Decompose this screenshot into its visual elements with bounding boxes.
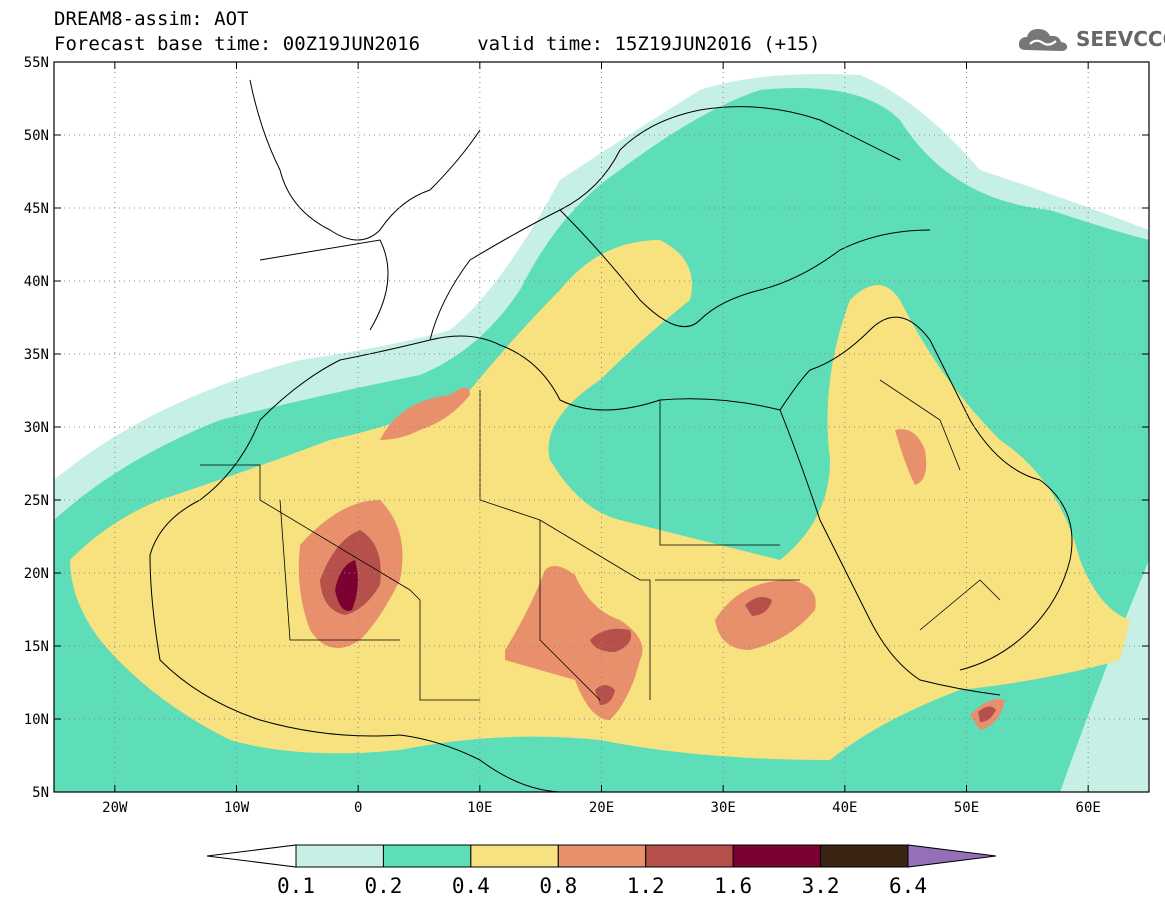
- colorbar-bin: [732, 844, 822, 868]
- lat-label: 40N: [24, 274, 49, 290]
- lat-label: 10N: [24, 712, 49, 728]
- aot-1.6-region: [335, 560, 358, 611]
- colorbar-bin: [820, 844, 909, 868]
- colorbar-label: 3.2: [802, 874, 840, 898]
- forecast-time-line: Forecast base time: 00Z19JUN2016 valid t…: [54, 33, 821, 55]
- lat-label: 5N: [32, 785, 49, 801]
- lat-label: 30N: [24, 420, 49, 436]
- lon-label: 10W: [224, 800, 250, 816]
- lat-label: 35N: [24, 347, 49, 363]
- aot-0.8-region-central: [505, 566, 643, 720]
- lon-label: 0: [354, 800, 362, 816]
- lon-label: 60E: [1076, 800, 1101, 816]
- colorbar-label: 6.4: [889, 874, 927, 898]
- dust-field: [54, 62, 1149, 792]
- colorbar-bin: [645, 844, 734, 868]
- lat-label: 45N: [24, 201, 49, 217]
- colorbar-label: 0.1: [277, 874, 315, 898]
- colorbar-bin: [470, 844, 559, 868]
- colorbar-bin: [382, 844, 472, 868]
- colorbar-label: 1.6: [714, 874, 752, 898]
- lon-label: 50E: [954, 800, 979, 816]
- lon-label: 30E: [711, 800, 736, 816]
- colorbar: 0.1 0.2 0.4 0.8 1.2 1.6 3.2 6.4: [206, 844, 997, 898]
- lon-label: 10E: [467, 800, 492, 816]
- seevccc-logo: SEEVCCC: [1016, 24, 1165, 54]
- lat-label: 20N: [24, 566, 49, 582]
- latitude-axis: 55N 50N 45N 40N 35N 30N 25N 20N 15N 10N 5N: [24, 55, 1149, 801]
- aot-0.8-region-east: [715, 580, 816, 650]
- aot-1.2-region-sudan: [745, 596, 772, 616]
- longitude-axis: 20W 10W 0 10E 20E 30E 40E 50E 60E: [102, 62, 1101, 816]
- graticule: [54, 62, 1149, 792]
- lon-label: 40E: [832, 800, 857, 816]
- colorbar-label: 1.2: [627, 874, 665, 898]
- lat-label: 15N: [24, 639, 49, 655]
- colorbar-bin: [557, 844, 647, 868]
- lon-label: 20E: [589, 800, 614, 816]
- colorbar-label: 0.2: [364, 874, 402, 898]
- lon-label: 20W: [102, 800, 128, 816]
- lat-label: 50N: [24, 128, 49, 144]
- aot-1.2-region-horn: [978, 706, 996, 722]
- aot-1.2-region-central: [590, 628, 631, 652]
- colorbar-below-triangle: [206, 844, 297, 868]
- lat-label: 25N: [24, 493, 49, 509]
- map-title: DREAM8-assim: AOT: [54, 8, 249, 30]
- colorbar-label: 0.8: [539, 874, 577, 898]
- logo-text: SEEVCCC: [1076, 27, 1165, 51]
- lat-label: 55N: [24, 55, 49, 71]
- colorbar-above-triangle: [907, 844, 997, 868]
- colorbar-label: 0.4: [452, 874, 490, 898]
- aot-0.8-region-libya: [380, 387, 470, 440]
- colorbar-bin: [295, 844, 384, 868]
- aot-0.8-region-arabia: [895, 429, 927, 485]
- cloud-icon: [1018, 29, 1068, 51]
